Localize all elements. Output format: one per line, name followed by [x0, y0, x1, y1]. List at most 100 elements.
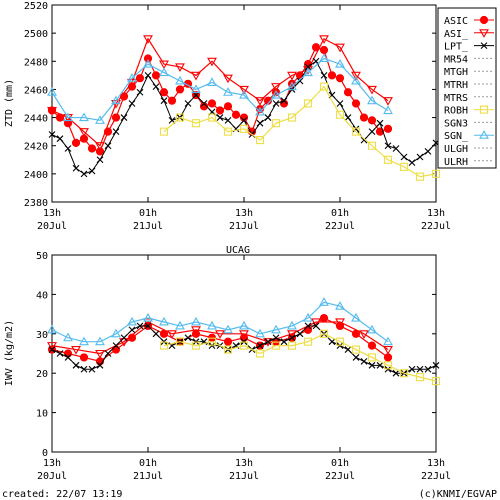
ztd-x-tick-label: 01h [139, 208, 157, 219]
ztd-plot-frame [51, 4, 437, 203]
ztd-data-point [143, 35, 153, 44]
iwv-data-point [88, 365, 96, 373]
ztd-data-point [367, 95, 377, 105]
iwv-series-line [163, 333, 437, 382]
ztd-data-point [112, 128, 120, 136]
iwv-data-point [79, 353, 89, 362]
iwv-data-point [303, 312, 313, 322]
iwv-data-point [415, 373, 425, 382]
ztd-data-point [383, 105, 393, 115]
ztd-data-point [104, 142, 112, 150]
iwv-data-point [120, 334, 128, 342]
ztd-series-line [163, 85, 437, 178]
ztd-data-point [408, 159, 416, 166]
ztd-data-point [272, 100, 280, 107]
iwv-data-point [368, 361, 376, 369]
ztd-data-point [415, 172, 425, 181]
ztd-data-point [368, 128, 376, 136]
iwv-data-point [56, 350, 64, 357]
ztd-x-tick-date: 21Jul [229, 221, 259, 232]
iwv-data-point [367, 324, 377, 334]
ztd-data-point [191, 119, 201, 128]
ztd-data-point [223, 102, 233, 111]
ztd-x-tick-label: 13h [427, 208, 445, 219]
iwv-data-point [63, 332, 73, 342]
iwv-data-point [392, 369, 400, 377]
iwv-data-point [143, 312, 153, 322]
iwv-data-point [159, 316, 169, 326]
ztd-series [47, 35, 441, 181]
legend-swatch-marker [479, 15, 489, 25]
ztd-data-point [224, 116, 232, 124]
ztd-series-sgn [47, 53, 393, 124]
iwv-data-point [431, 377, 441, 386]
ztd-data-point [335, 110, 345, 119]
iwv-data-point [79, 336, 89, 346]
ztd-data-point [239, 124, 249, 133]
ztd-data-point [351, 99, 361, 108]
ztd-data-point [343, 88, 353, 97]
ztd-x-tick-date: 22Jul [421, 221, 451, 232]
ztd-data-point [344, 114, 352, 121]
ztd-data-point [120, 114, 128, 121]
ztd-x-tick-label: 13h [43, 208, 61, 219]
ztd-data-point [111, 95, 121, 105]
ztd-data-point [383, 124, 393, 133]
ztd-y-tick-label: 2400 [24, 170, 48, 181]
ztd-series-robh [159, 82, 441, 181]
ztd-x-tick-label: 13h [235, 208, 253, 219]
ztd-data-point [127, 78, 137, 88]
iwv-data-point [344, 346, 352, 353]
iwv-data-point [287, 320, 297, 330]
iwv-data-point [383, 353, 393, 362]
ztd-x-tick-label: 01h [331, 208, 349, 219]
ztd-data-point [207, 57, 217, 67]
ztd-data-point [239, 89, 249, 99]
iwv-data-point [191, 316, 201, 326]
iwv-data-point [335, 301, 345, 310]
ztd-data-point [384, 142, 392, 150]
iwv-data-point [264, 338, 272, 346]
iwv-data-point [47, 324, 57, 334]
iwv-data-point [95, 336, 105, 346]
iwv-x-tick-date: 22Jul [325, 471, 355, 482]
iwv-data-point [175, 337, 185, 346]
ztd-data-point [367, 116, 377, 125]
iwv-series-robh [159, 329, 441, 386]
ztd-data-point [48, 131, 56, 138]
ztd-data-point [47, 106, 57, 116]
ztd-data-point [319, 35, 329, 44]
iwv-data-point [367, 353, 377, 362]
iwv-x-tick-label: 01h [139, 458, 157, 469]
ztd-data-point [80, 170, 88, 178]
ztd-data-point [199, 102, 209, 111]
ztd-data-point [336, 100, 344, 107]
iwv-data-point [311, 318, 321, 328]
ztd-data-point [207, 99, 217, 108]
iwv-data-point [80, 365, 88, 373]
iwv-data-point [215, 330, 225, 339]
iwv-data-point [119, 338, 129, 347]
iwv-y-tick-label: 20 [36, 369, 48, 380]
iwv-plot-frame [51, 254, 437, 453]
legend-label-ulrh: ULRH [444, 157, 468, 168]
iwv-data-point [416, 365, 424, 373]
iwv-y-tick-label: 10 [36, 409, 48, 420]
ztd-data-point [159, 60, 169, 70]
iwv-data-point [128, 326, 136, 334]
ztd-data-point [351, 71, 361, 81]
iwv-data-point [328, 338, 336, 346]
ztd-data-point [376, 119, 384, 127]
ztd-data-point [216, 114, 224, 121]
iwv-data-point [256, 342, 264, 350]
iwv-x-tick-date: 21Jul [229, 471, 259, 482]
iwv-data-point [359, 330, 369, 339]
iwv-data-point [376, 361, 384, 369]
iwv-data-point [351, 345, 361, 354]
ztd-data-point [223, 127, 233, 136]
ztd-data-point [383, 155, 393, 164]
iwv-y-tick-label: 50 [36, 251, 48, 262]
iwv-data-point [104, 350, 112, 357]
